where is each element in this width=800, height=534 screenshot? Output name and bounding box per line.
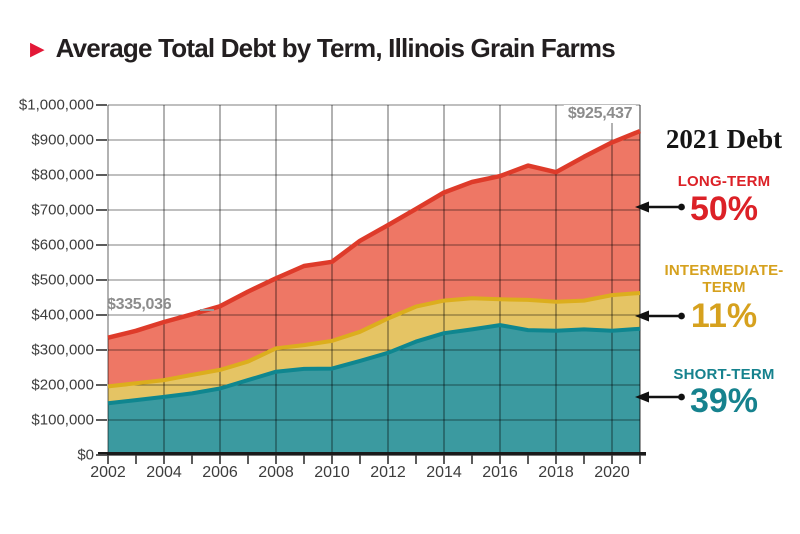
x-axis-tick-label: 2020	[594, 464, 630, 481]
y-axis-tick-label: $600,000	[31, 236, 94, 254]
short-term-area	[108, 325, 640, 453]
annotation-2002-total: $335,036	[107, 296, 172, 313]
x-axis-tick-label: 2012	[370, 464, 406, 481]
y-axis-tick-label: $0	[77, 446, 94, 464]
short-term-arrow-dot-icon	[678, 393, 685, 401]
long-term-arrowhead-icon	[635, 201, 649, 213]
intermediate-term-arrowhead-icon	[635, 310, 649, 322]
legend-intermediate-term-label-line1: INTERMEDIATE-	[664, 262, 784, 279]
x-axis-tick-label: 2004	[146, 464, 182, 481]
x-axis-tick-label: 2008	[258, 464, 294, 481]
y-axis-tick-label: $300,000	[31, 341, 94, 359]
y-axis-tick-label: $700,000	[31, 201, 94, 219]
y-axis-tick-label: $800,000	[31, 166, 94, 184]
y-axis-tick-label: $400,000	[31, 306, 94, 324]
x-axis-tick-label: 2010	[314, 464, 350, 481]
short-term-line	[107, 323, 641, 406]
legend-heading: 2021 Debt	[665, 124, 783, 154]
x-axis-line	[98, 452, 646, 456]
legend-short-term-label: SHORT-TERM	[673, 366, 775, 383]
y-axis-tick-label: $500,000	[31, 271, 94, 289]
x-axis-tick-label: 2014	[426, 464, 462, 481]
intermediate-term-arrow-dot-icon	[678, 312, 685, 320]
y-axis-tick-label: $100,000	[31, 411, 94, 429]
long-term-arrow-dot-icon	[678, 203, 685, 211]
page-title-row: ▶ Average Total Debt by Term, Illinois G…	[30, 33, 616, 64]
x-axis-tick-label: 2006	[202, 464, 238, 481]
x-axis-tick-label: 2016	[482, 464, 518, 481]
page-title: Average Total Debt by Term, Illinois Gra…	[55, 33, 616, 63]
y-axis-tick-label: $1,000,000	[18, 96, 94, 114]
long-term-line	[107, 129, 641, 340]
legend-short-term-pct: 39%	[689, 382, 759, 420]
short-term-arrowhead-icon	[635, 391, 649, 403]
legend-intermediate-term-label-line2: TERM	[702, 279, 746, 296]
intermediate-term-line	[107, 291, 641, 389]
legend-long-term-label: LONG-TERM	[677, 173, 771, 190]
annotation-2021-total: $925,437	[563, 105, 637, 123]
title-triangle-icon: ▶	[30, 39, 45, 60]
x-axis-tick-label: 2018	[538, 464, 574, 481]
y-axis-tick-label: $200,000	[31, 376, 94, 394]
legend-long-term-pct: 50%	[689, 190, 759, 228]
x-axis-tick-label: 2002	[90, 464, 126, 481]
y-axis-tick-label: $900,000	[31, 131, 94, 149]
legend-intermediate-term-pct: 11%	[690, 297, 758, 335]
